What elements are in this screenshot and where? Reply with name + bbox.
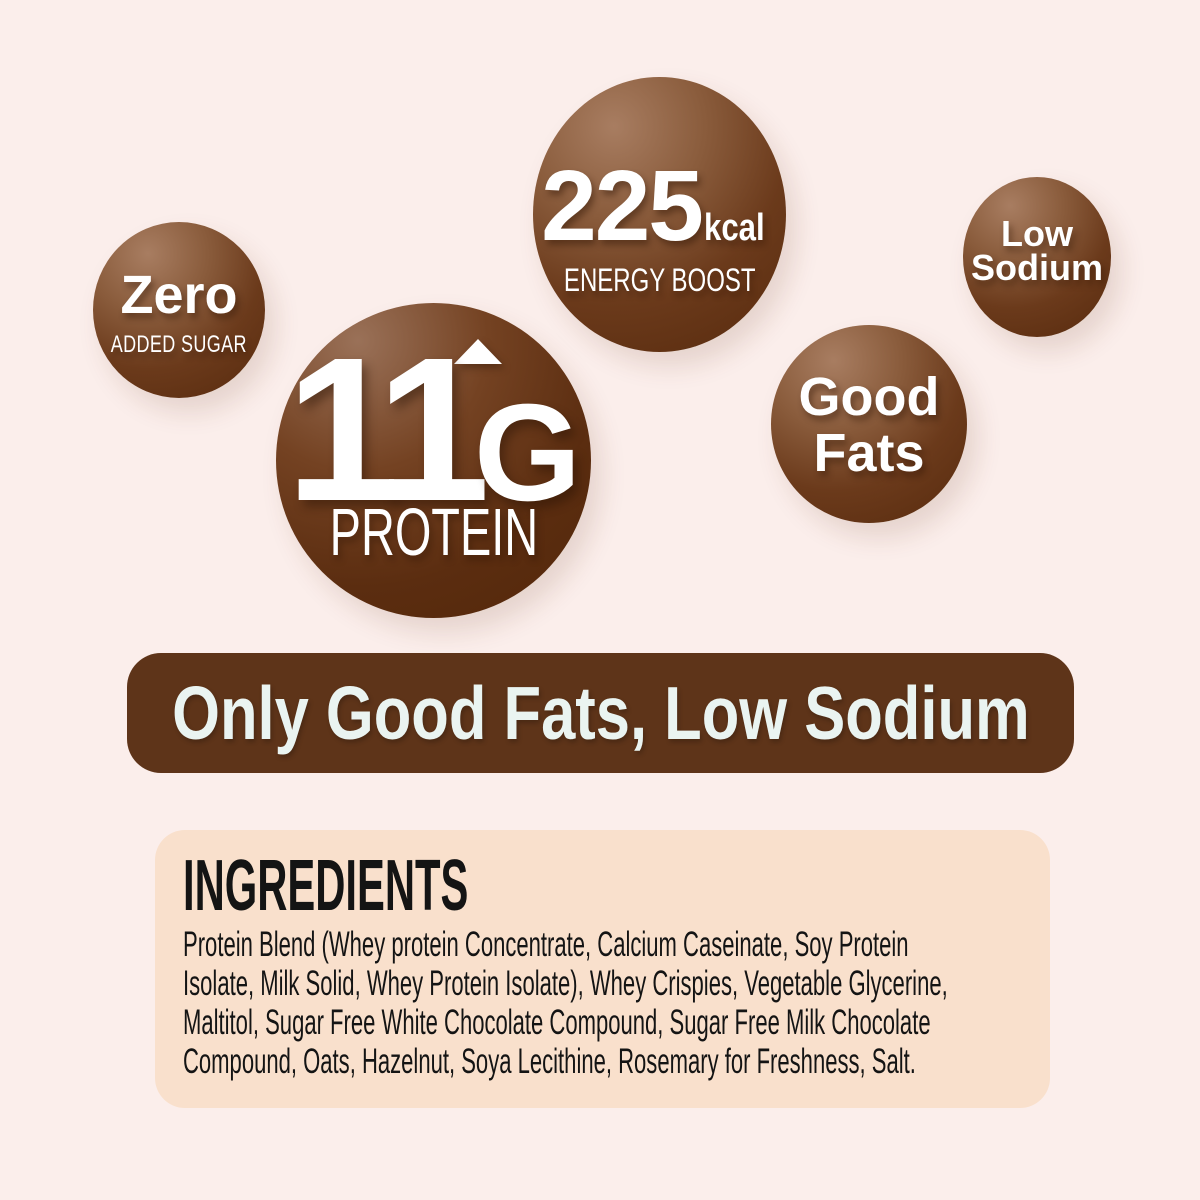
badge-protein: 11G PROTEIN — [276, 303, 591, 618]
good-fats-line2: Fats — [813, 423, 925, 483]
low-sodium-line1: Low — [1001, 213, 1073, 254]
zero-added-sugar-label: ADDED SUGAR — [88, 330, 270, 358]
zero-added-sugar-label-text: ADDED SUGAR — [110, 330, 248, 358]
energy-kcal-value: 225 — [541, 149, 704, 262]
ingredients-heading-text: INGREDIENTS — [183, 846, 469, 926]
protein-grams-value: 11 — [285, 315, 490, 544]
low-sodium-line2: Sodium — [971, 247, 1103, 288]
ingredients-line: Compound, Oats, Hazelnut, Soya Lecithine… — [183, 1042, 916, 1081]
ingredients-heading: INGREDIENTS — [183, 850, 1022, 922]
ingredients-line: Isolate, Milk Solid, Whey Protein Isolat… — [183, 964, 948, 1003]
ingredients-line: Maltitol, Sugar Free White Chocolate Com… — [183, 1003, 931, 1042]
energy-boost-label-text: ENERGY BOOST — [563, 261, 756, 298]
claim-banner: Only Good Fats, Low Sodium — [127, 653, 1074, 773]
energy-boost-label: ENERGY BOOST — [532, 264, 787, 296]
ingredients-line: Protein Blend (Whey protein Concentrate,… — [183, 925, 909, 964]
ingredients-list: Protein Blend (Whey protein Concentrate,… — [183, 925, 1022, 1081]
zero-added-sugar-value: Zero — [120, 264, 238, 325]
protein-label-text: PROTEIN — [329, 495, 538, 570]
ingredients-panel: INGREDIENTS Protein Blend (Whey protein … — [155, 830, 1050, 1108]
badge-good-fats: Good Fats — [771, 325, 967, 523]
badge-energy-boost: 225 kcal ENERGY BOOST — [533, 77, 786, 352]
badge-low-sodium: Low Sodium — [963, 177, 1111, 337]
badge-zero-added-sugar: Zero ADDED SUGAR — [93, 222, 265, 398]
protein-label: PROTEIN — [276, 499, 591, 566]
energy-kcal-unit: kcal — [703, 206, 765, 249]
protein-grams-unit: G — [473, 376, 582, 530]
claim-banner-text: Only Good Fats, Low Sodium — [171, 670, 1030, 755]
arrow-up-icon — [454, 339, 502, 364]
energy-value-line: 225 kcal — [541, 156, 778, 256]
protein-value-line: 11G — [276, 327, 591, 532]
good-fats-line1: Good — [798, 367, 940, 427]
